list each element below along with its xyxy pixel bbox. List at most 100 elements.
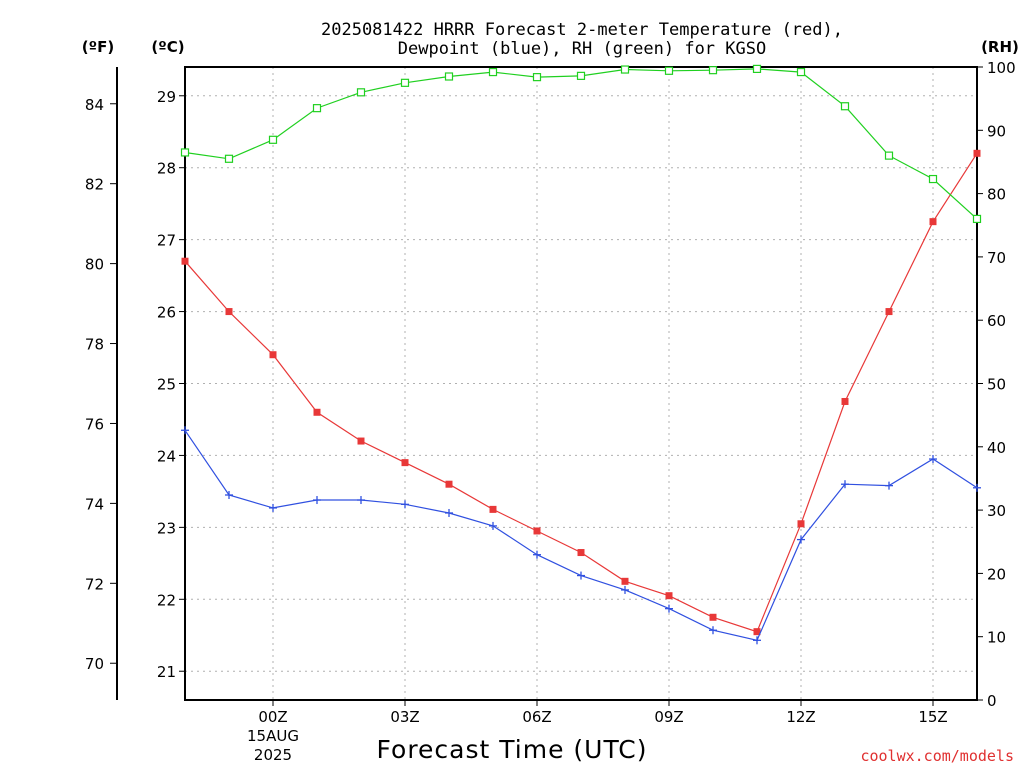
credit-text: coolwx.com/models [860,747,1014,765]
celsius-tick-label: 23 [157,519,176,537]
rh-point [708,66,718,75]
rh-tick-label: 90 [987,122,1006,140]
rh-tick-label: 10 [987,629,1006,647]
chart-title-line2: Dewpoint (blue), RH (green) for KGSO [398,39,766,59]
series-temperature [181,149,981,636]
celsius-tick-label: 27 [157,232,176,250]
celsius-tick-label: 21 [157,663,176,681]
rh-point [532,73,542,82]
temperature-point [665,592,673,600]
dewpoint-point [841,480,849,489]
temperature-point [357,437,365,445]
data-series [180,64,982,645]
x-tick-date-label: 15AUG [247,727,299,745]
celsius-tick-label: 26 [157,304,176,322]
x-axis-label: Forecast Time (UTC) [377,735,648,764]
rh-tick-label: 70 [987,249,1006,267]
dewpoint-point [577,571,585,580]
dewpoint-point [269,503,277,512]
dewpoint-point [181,426,189,435]
rh-point [488,67,498,77]
series-dewpoint [181,426,981,645]
series-rh [180,64,982,224]
x-tick-label: 03Z [390,708,419,726]
dewpoint-point [313,496,321,505]
temperature-point [577,549,585,557]
grid-lines [185,67,977,700]
x-tick-year-label: 2025 [254,746,292,764]
rh-point [620,65,630,74]
celsius-tick-label: 22 [157,591,176,609]
rh-tick-label: 40 [987,439,1006,457]
tick-labels: 70 72 74 76 78 80 82 84 21 22 23 24 25 26 27 28 29 0 10 20 3… [85,59,1016,764]
rh-tick-label: 0 [987,692,997,710]
rh-point [356,88,366,97]
dewpoint-point [929,455,937,464]
x-tick-label: 09Z [654,708,683,726]
dewpoint-point [445,508,453,517]
fahrenheit-tick-label: 80 [85,256,104,274]
x-tick-label: 06Z [522,708,551,726]
dewpoint-point [225,490,233,499]
celsius-tick-label: 29 [157,88,176,106]
dewpoint-point [885,481,893,490]
rh-point [752,64,762,73]
fahrenheit-tick-label: 70 [85,655,104,673]
x-tick-label: 15Z [918,708,947,726]
fahrenheit-tick-label: 84 [85,96,104,114]
rh-tick-label: 60 [987,312,1006,330]
rh-point [444,72,454,81]
dewpoint-point [973,483,981,492]
rh-point [312,104,322,113]
temperature-point [313,408,321,416]
celsius-tick-label: 28 [157,160,176,178]
rh-unit-label: (RH) [981,38,1019,56]
rh-point [972,214,982,224]
fahrenheit-tick-label: 82 [85,176,104,194]
dewpoint-point [621,585,629,594]
rh-tick-label: 20 [987,565,1006,583]
rh-tick-label: 50 [987,376,1006,394]
temperature-point [973,149,981,157]
fahrenheit-tick-label: 74 [85,495,104,513]
dewpoint-line [184,429,978,641]
rh-tick-label: 30 [987,502,1006,520]
rh-point [664,66,674,75]
celsius-tick-label: 24 [157,447,176,465]
rh-point [400,78,410,87]
fahrenheit-tick-label: 78 [85,336,104,354]
temperature-point [753,628,761,636]
temperature-point [401,459,409,467]
temperature-point [841,397,849,405]
rh-point [268,135,278,144]
rh-point [180,148,190,157]
dewpoint-point [753,636,761,645]
dewpoint-point [709,626,717,635]
temperature-point [709,613,717,621]
rh-tick-label: 80 [987,186,1006,204]
temperature-point [885,308,893,316]
rh-line [184,68,978,220]
rh-point [224,154,234,163]
fahrenheit-unit-label: (ºF) [82,38,114,56]
rh-point [884,151,894,160]
temperature-point [181,257,189,265]
rh-point [576,71,586,80]
temperature-point [269,351,277,359]
dewpoint-point [401,500,409,509]
rh-point [796,67,806,77]
x-tick-label: 12Z [786,708,815,726]
temperature-point [445,480,453,488]
temperature-point [621,577,629,585]
temperature-point [533,527,541,535]
fahrenheit-tick-label: 72 [85,575,104,593]
celsius-tick-label: 25 [157,376,176,394]
rh-point [928,174,938,184]
temperature-point [797,520,805,528]
rh-tick-label: 100 [987,59,1016,77]
chart-title-line1: 2025081422 HRRR Forecast 2-meter Tempera… [321,20,843,40]
dewpoint-point [797,535,805,544]
temperature-point [489,505,497,513]
temperature-point [929,218,937,226]
